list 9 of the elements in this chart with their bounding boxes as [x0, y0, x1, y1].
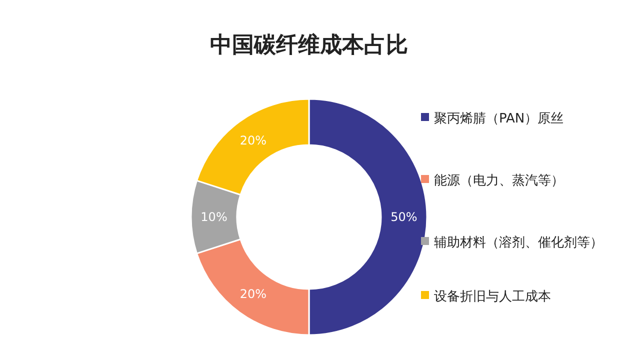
- data-label: 20%: [240, 133, 266, 148]
- data-label: 50%: [390, 210, 418, 224]
- data-label: 10%: [200, 210, 228, 224]
- legend-label: 设备折旧与人工成本: [434, 290, 551, 305]
- legend-label: 聚丙烯腈（PAN）原丝: [434, 112, 564, 127]
- legend-label: 能源（电力、蒸汽等）: [434, 174, 564, 189]
- chart-title: 中国碳纤维成本占比: [210, 32, 408, 58]
- legend-label: 辅助材料（溶剂、催化剂等）: [434, 234, 603, 251]
- data-label: 20%: [240, 287, 266, 302]
